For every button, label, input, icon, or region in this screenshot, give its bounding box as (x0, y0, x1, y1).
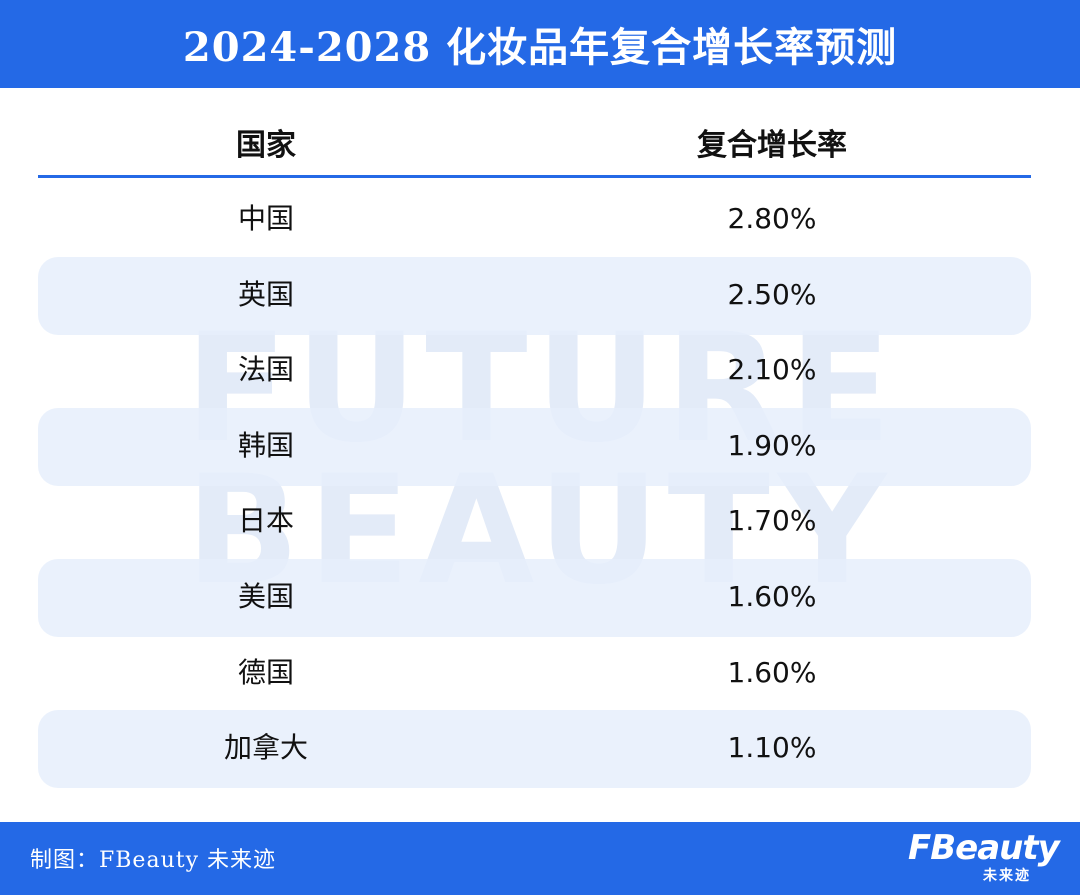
growth-rate-cell: 1.60% (727, 579, 817, 613)
row-band (38, 407, 1031, 486)
logo-wordmark: FBeauty (908, 828, 1060, 868)
table-row: 中国 2.80% (38, 181, 1031, 257)
table-row: 美国 1.60% (38, 558, 1031, 637)
country-cell: 美国 (237, 579, 294, 613)
table-row: 法国 2.10% (38, 332, 1031, 408)
country-cell: 加拿大 (223, 731, 308, 765)
table-row: 日本 1.70% (38, 483, 1031, 559)
row-band (38, 710, 1031, 789)
growth-rate-cell: 1.10% (727, 731, 817, 765)
country-cell: 法国 (237, 353, 294, 387)
country-cell: 中国 (237, 202, 294, 235)
country-cell: 韩国 (237, 428, 294, 462)
country-cell: 德国 (237, 655, 294, 689)
column-header-country: 国家 (236, 128, 296, 163)
growth-rate-cell: 1.60% (727, 655, 817, 689)
logo-subtitle: 未来迹 (983, 868, 1031, 884)
column-header-growth-rate: 复合增长率 (697, 128, 847, 163)
header-divider (38, 175, 1031, 178)
country-cell: 英国 (237, 277, 294, 311)
growth-rate-cell: 1.90% (727, 428, 817, 462)
row-band (38, 256, 1031, 335)
growth-rate-cell: 2.10% (727, 353, 817, 387)
title-bar: 2024-2028 化妆品年复合增长率预测 (0, 0, 1080, 88)
table-row: 德国 1.60% (38, 635, 1031, 711)
growth-rate-cell: 1.70% (727, 504, 817, 538)
table-row: 加拿大 1.10% (38, 710, 1031, 789)
credit-text: 制图：FBeauty 未来迹 (30, 848, 276, 873)
table-row: 韩国 1.90% (38, 407, 1031, 486)
growth-rate-cell: 2.50% (727, 277, 817, 311)
table-header: 国家 复合增长率 (38, 108, 1031, 172)
country-cell: 日本 (237, 504, 294, 538)
table-body: 中国 2.80% 英国 2.50% 法国 2.10% 韩国 1.90% 日本 1.70% 美国 1.6… (38, 181, 1031, 789)
footer-bar: 制图：FBeauty 未来迹 FBeauty 未来迹 (0, 822, 1080, 895)
fbeauty-logo: FBeauty 未来迹 (908, 828, 1060, 890)
table-row: 英国 2.50% (38, 256, 1031, 335)
chart-title: 2024-2028 化妆品年复合增长率预测 (182, 24, 898, 71)
row-band (38, 558, 1031, 637)
growth-rate-cell: 2.80% (727, 202, 817, 235)
